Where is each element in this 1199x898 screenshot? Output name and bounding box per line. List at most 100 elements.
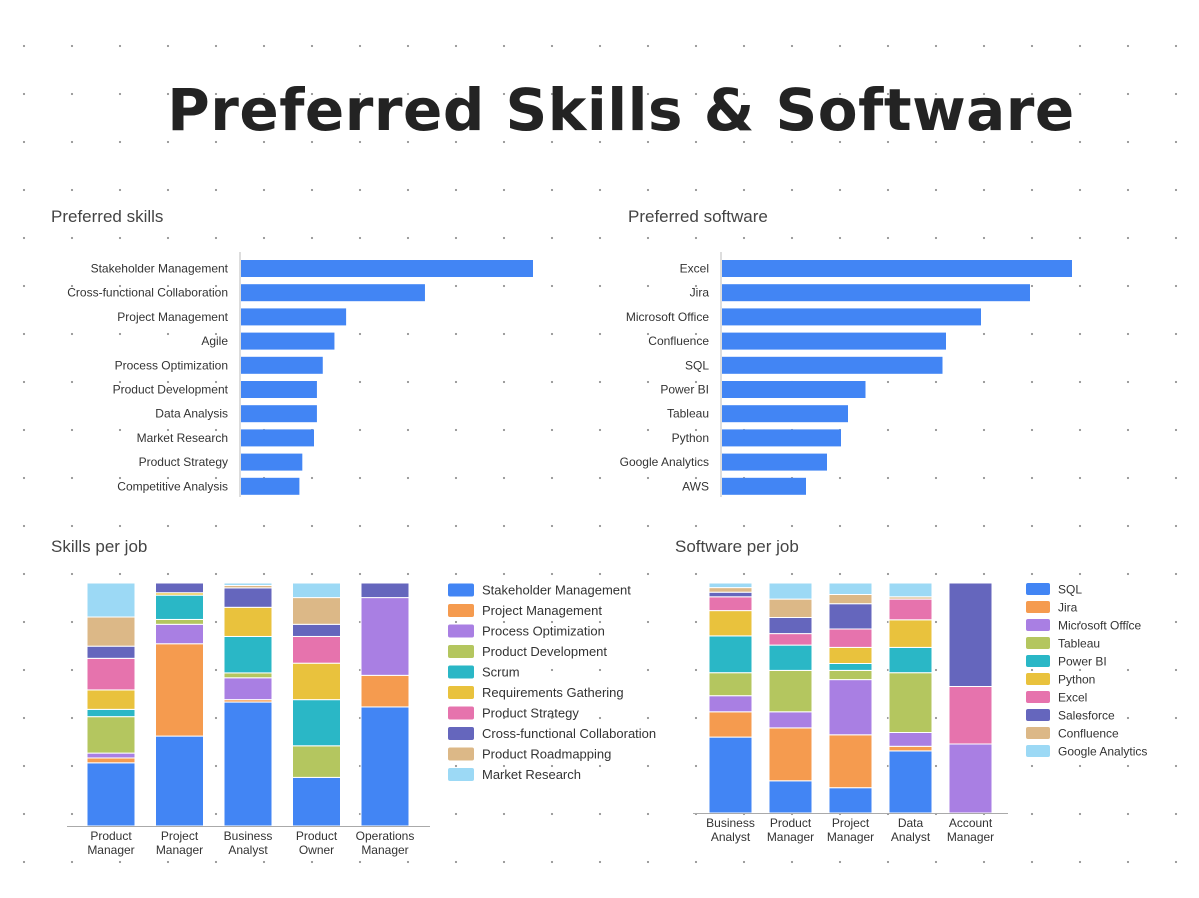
bar-segment <box>86 582 136 618</box>
legend-label: Product Development <box>482 644 607 659</box>
bar <box>241 332 335 350</box>
bar-segment <box>768 727 813 782</box>
bar-segment <box>828 787 873 814</box>
category-label: AWS <box>682 479 709 493</box>
bar-segment <box>155 582 204 594</box>
page-title: Preferred Skills & Software <box>167 76 1075 144</box>
bar-segment <box>223 701 273 827</box>
bar-segment <box>86 616 136 647</box>
legend-swatch <box>1026 745 1050 757</box>
bar-segment <box>708 591 753 598</box>
bar-segment <box>828 646 873 665</box>
bar-segment <box>708 695 753 713</box>
category-label: Analyst <box>228 843 268 857</box>
bar-segment <box>888 750 933 814</box>
bar-segment <box>292 582 341 599</box>
bar-segment <box>888 646 933 674</box>
bar-segment <box>708 596 753 612</box>
bar <box>722 429 841 447</box>
category-label: Google Analytics <box>620 455 709 469</box>
category-label: Cross-functional Collaboration <box>67 286 228 300</box>
bar-segment <box>86 708 136 718</box>
bar-segment <box>948 686 993 745</box>
bar-segment <box>155 623 204 645</box>
category-label: Product <box>296 829 338 843</box>
bar-segment <box>155 618 204 625</box>
legend-label: Excel <box>1058 691 1087 705</box>
bar-segment <box>155 735 204 827</box>
legend-label: Product Roadmapping <box>482 747 611 762</box>
bar-segment <box>768 582 813 600</box>
category-label: Account <box>949 816 993 830</box>
category-label: Manager <box>767 830 814 844</box>
legend-swatch <box>1026 691 1050 703</box>
legend-swatch <box>448 604 474 617</box>
bar <box>241 308 347 326</box>
bar-segment <box>360 674 410 708</box>
bar-segment <box>768 644 813 671</box>
bar <box>722 477 806 495</box>
bar <box>241 477 300 495</box>
legend-swatch <box>1026 727 1050 739</box>
bar <box>241 453 303 471</box>
bar-segment <box>768 633 813 646</box>
legend-label: Jira <box>1058 601 1078 615</box>
bar-segment <box>768 711 813 729</box>
bar-segment <box>888 732 933 747</box>
bar <box>722 405 848 423</box>
bar <box>722 453 827 471</box>
legend-label: Product Strategy <box>482 706 579 721</box>
bar-segment <box>708 736 753 814</box>
bar-segment <box>888 598 933 621</box>
legend-swatch <box>448 665 474 679</box>
bar-segment <box>888 619 933 648</box>
bar-segment <box>155 643 204 737</box>
legend-swatch <box>1026 673 1050 685</box>
category-label: Excel <box>680 262 709 276</box>
bar <box>722 284 1030 302</box>
bar-segment <box>292 635 341 664</box>
bar-segment <box>86 689 136 710</box>
category-label: Power BI <box>660 383 709 397</box>
bar-segment <box>86 716 136 754</box>
legend-label: Project Management <box>482 603 602 618</box>
bar-segment <box>708 672 753 697</box>
category-label: Product <box>90 829 132 843</box>
bar-segment <box>86 645 136 659</box>
bar-segment <box>155 594 204 620</box>
category-label: Owner <box>299 843 334 857</box>
chart-title: Preferred software <box>628 207 768 226</box>
category-label: Analyst <box>891 830 931 844</box>
bar-segment <box>292 662 341 701</box>
legend-label: Cross-functional Collaboration <box>482 726 656 741</box>
bar-segment <box>828 663 873 671</box>
bar-segment <box>768 598 813 618</box>
bar-segment <box>828 669 873 681</box>
legend-label: SQL <box>1058 583 1082 597</box>
bar-segment <box>888 582 933 598</box>
legend-swatch <box>1026 619 1050 631</box>
software-per-job-chart: Software per jobBusinessAnalystProductMa… <box>675 537 1147 844</box>
category-label: Manager <box>827 830 874 844</box>
bar-segment <box>223 587 273 608</box>
bar <box>241 429 314 447</box>
legend-swatch <box>448 645 474 658</box>
bar-segment <box>223 606 273 637</box>
category-label: Product <box>770 816 812 830</box>
category-label: SQL <box>685 358 709 372</box>
bar <box>241 381 317 398</box>
legend-swatch <box>1026 637 1050 649</box>
category-label: Project Management <box>117 310 228 324</box>
bar-segment <box>292 745 341 778</box>
bar <box>241 405 317 423</box>
category-label: Project <box>161 829 199 843</box>
bar-segment <box>360 582 410 599</box>
category-label: Confluence <box>648 334 709 348</box>
bar-segment <box>360 706 410 827</box>
bar-segment <box>888 745 933 752</box>
bar-segment <box>708 610 753 637</box>
bar-segment <box>223 582 273 586</box>
category-label: Data Analysis <box>155 407 228 421</box>
legend-swatch <box>1026 655 1050 667</box>
